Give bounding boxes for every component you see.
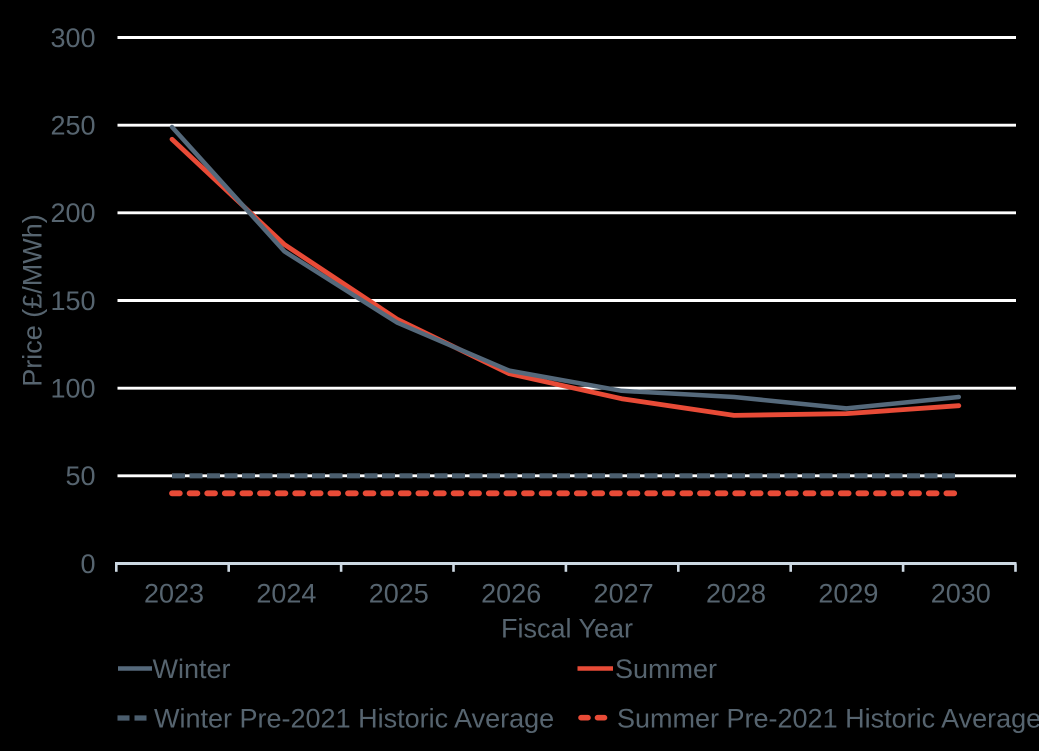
svg-text:300: 300 [50,23,95,53]
svg-text:2028: 2028 [706,579,766,609]
svg-text:50: 50 [65,461,95,491]
svg-text:Summer: Summer [615,654,717,684]
svg-text:0: 0 [80,549,95,579]
svg-text:Price (£/MWh): Price (£/MWh) [18,214,48,387]
svg-text:2023: 2023 [144,579,204,609]
svg-text:250: 250 [50,111,95,141]
svg-text:Summer Pre-2021 Historic Avera: Summer Pre-2021 Historic Average [617,703,1039,733]
svg-text:2024: 2024 [256,579,316,609]
svg-text:2029: 2029 [818,579,878,609]
svg-text:2030: 2030 [931,579,991,609]
svg-text:200: 200 [50,198,95,228]
svg-text:Fiscal Year: Fiscal Year [501,614,633,644]
svg-text:100: 100 [50,374,95,404]
svg-text:Winter: Winter [153,654,231,684]
svg-text:150: 150 [50,286,95,316]
svg-text:2027: 2027 [594,579,654,609]
svg-text:2025: 2025 [369,579,429,609]
svg-text:Winter Pre-2021 Historic Avera: Winter Pre-2021 Historic Average [154,703,554,733]
svg-text:2026: 2026 [481,579,541,609]
